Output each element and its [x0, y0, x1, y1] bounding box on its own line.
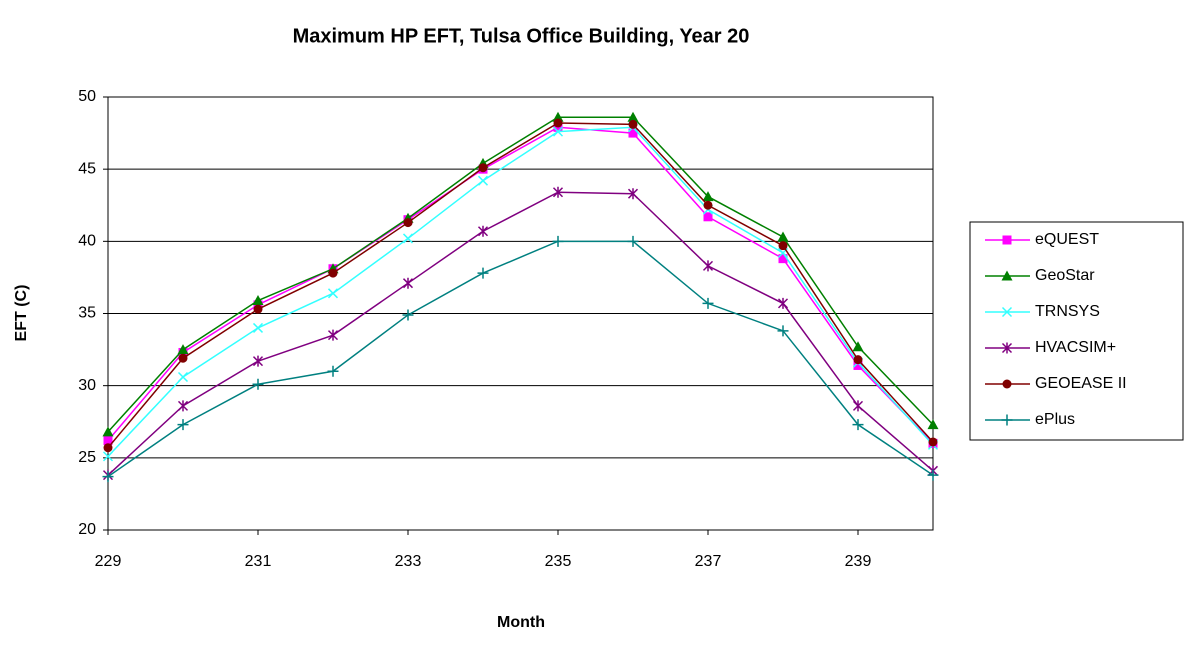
- y-tick-label: 50: [78, 88, 96, 105]
- series-line: [107, 126, 934, 457]
- x-tick-label: 231: [245, 553, 272, 570]
- marker: [253, 304, 263, 314]
- marker: [853, 360, 863, 370]
- marker: [777, 231, 789, 242]
- marker: [327, 329, 339, 341]
- marker: [627, 111, 639, 122]
- series-line: [107, 122, 934, 449]
- marker: [778, 241, 788, 251]
- marker: [1001, 270, 1013, 281]
- marker: [852, 400, 864, 412]
- marker: [327, 288, 339, 299]
- marker: [778, 254, 788, 264]
- marker: [102, 471, 114, 483]
- y-tick-label: 40: [78, 233, 96, 250]
- marker: [553, 118, 563, 128]
- marker: [627, 235, 639, 247]
- marker: [702, 191, 714, 202]
- y-tick-label: 35: [78, 305, 96, 322]
- legend-label: HVACSIM+: [1035, 339, 1116, 356]
- marker: [402, 277, 414, 289]
- marker: [777, 325, 789, 337]
- marker: [928, 437, 938, 447]
- marker: [477, 175, 489, 186]
- x-tick-label: 239: [845, 553, 872, 570]
- marker: [477, 225, 489, 237]
- marker: [628, 128, 638, 138]
- marker: [927, 419, 939, 430]
- marker: [703, 212, 713, 222]
- marker: [1001, 342, 1013, 354]
- y-tick-label: 20: [78, 521, 96, 538]
- marker: [103, 436, 113, 446]
- marker: [1002, 235, 1012, 245]
- marker: [777, 297, 789, 309]
- marker: [703, 200, 713, 210]
- marker: [102, 426, 114, 437]
- x-tick-label: 233: [395, 553, 422, 570]
- series-line: [107, 126, 934, 444]
- marker: [1002, 379, 1012, 389]
- legend-label: GeoStar: [1035, 267, 1095, 284]
- y-tick-label: 30: [78, 377, 96, 394]
- y-tick-label: 25: [78, 449, 96, 466]
- x-tick-label: 229: [95, 553, 122, 570]
- legend-label: GEOEASE II: [1035, 375, 1127, 392]
- marker: [552, 235, 564, 247]
- series-line: [107, 191, 934, 476]
- legend-label: ePlus: [1035, 411, 1075, 428]
- legend-label: eQUEST: [1035, 231, 1099, 248]
- marker: [252, 378, 264, 390]
- legend-box: [969, 221, 1184, 441]
- marker: [402, 309, 414, 321]
- x-tick-label: 235: [545, 553, 572, 570]
- marker: [178, 353, 188, 363]
- marker: [552, 126, 564, 137]
- marker: [477, 267, 489, 279]
- marker: [102, 451, 114, 462]
- legend-label: TRNSYS: [1035, 303, 1100, 320]
- marker: [552, 186, 564, 198]
- marker: [252, 355, 264, 367]
- y-axis-label: EFT (C): [13, 285, 30, 342]
- marker: [327, 365, 339, 377]
- x-axis-label: Month: [497, 614, 545, 631]
- marker: [252, 295, 264, 306]
- marker: [628, 119, 638, 129]
- marker: [552, 111, 564, 122]
- marker: [328, 268, 338, 278]
- marker: [177, 419, 189, 431]
- marker: [478, 163, 488, 173]
- marker: [702, 297, 714, 309]
- marker: [252, 322, 264, 333]
- marker: [177, 400, 189, 412]
- chart-title: Maximum HP EFT, Tulsa Office Building, Y…: [293, 25, 750, 47]
- marker: [627, 188, 639, 200]
- marker: [177, 371, 189, 383]
- marker: [403, 218, 413, 228]
- marker: [853, 355, 863, 365]
- series-line: [107, 116, 934, 433]
- marker: [852, 419, 864, 431]
- x-tick-label: 237: [695, 553, 722, 570]
- series-line: [107, 240, 934, 478]
- marker: [103, 443, 113, 453]
- marker: [702, 260, 714, 272]
- marker: [927, 469, 939, 481]
- marker: [177, 344, 189, 355]
- marker: [1001, 414, 1013, 426]
- marker: [402, 233, 414, 244]
- marker: [1001, 306, 1013, 318]
- marker: [852, 341, 864, 352]
- y-tick-label: 45: [78, 160, 96, 177]
- plot-border: [107, 96, 934, 531]
